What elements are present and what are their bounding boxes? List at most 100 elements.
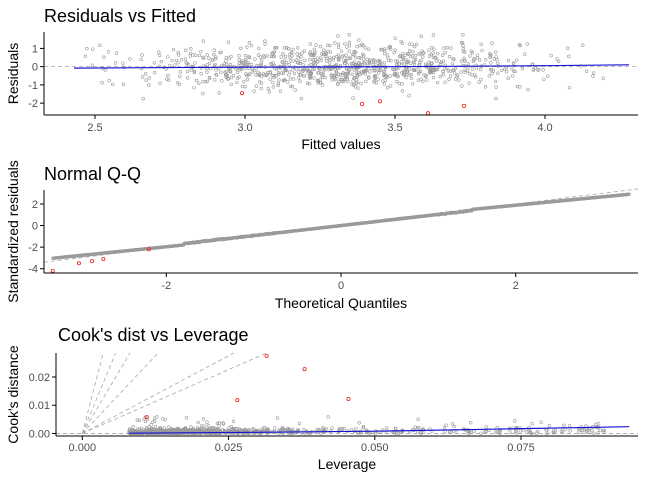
panel-3-point (472, 429, 476, 434)
panel-1-point (435, 80, 440, 85)
panel-3-point (275, 416, 280, 420)
panel-1-point (189, 68, 193, 73)
panel-1-point (402, 62, 407, 66)
panel-1-point (128, 57, 132, 61)
panel-1-point (261, 72, 266, 76)
panel-1-point (288, 77, 293, 81)
panel-1-point (347, 49, 351, 53)
panel-3-point (147, 425, 151, 429)
panel-1-point (434, 67, 438, 72)
panel-1-point (235, 80, 239, 85)
panel-1-point (379, 47, 383, 52)
panel-1-point (312, 67, 317, 72)
panel-1-point (494, 55, 498, 59)
panel-1-point (517, 43, 522, 47)
panel-1-point (347, 44, 352, 48)
panel-1-point (274, 74, 278, 78)
panel-3-point (479, 431, 483, 435)
panel-1-point (371, 60, 376, 65)
panel-1-point (436, 51, 440, 56)
panel-3-point (567, 424, 572, 428)
panel-1-plot-area (44, 33, 638, 115)
panel-3: 0.000 0.025 0.050 0.075 0.00 0.01 0.02 Cook's d… (5, 325, 638, 472)
panel-1-point (219, 70, 223, 74)
panel-1-point (445, 45, 449, 50)
panel-1-point (331, 55, 336, 60)
panel-1-point (345, 45, 349, 49)
panel-1-point (457, 78, 461, 82)
panel-1-point (284, 60, 289, 65)
panel-1-point (242, 80, 246, 84)
panel-1-point (477, 80, 481, 84)
panel-3-point (494, 430, 498, 434)
panel-1-point (306, 71, 310, 76)
panel-1-point (214, 68, 218, 72)
panel-1-point (427, 54, 432, 58)
panel-1-point (300, 51, 304, 55)
panel-3-point (580, 428, 584, 433)
panel-1-point (121, 82, 126, 87)
panel-1-point (397, 62, 401, 66)
panel-1-point (188, 54, 193, 58)
panel-3-point (217, 424, 221, 428)
panel-3-point (584, 430, 589, 434)
panel-3-point (484, 425, 489, 429)
panel-1-point (411, 60, 416, 65)
panel-1-point (494, 50, 498, 54)
panel-3-point (229, 424, 233, 429)
panel-2-point (627, 192, 631, 196)
panel-1-point (489, 61, 493, 65)
panel-3-point (587, 426, 591, 430)
panel-3-point (601, 429, 606, 433)
panel-1-point (213, 57, 218, 61)
panel-1-point (157, 50, 161, 54)
panel-1-point (320, 73, 324, 78)
panel-1-point (328, 61, 332, 65)
panel-1-point (273, 45, 277, 50)
panel-1-point (382, 69, 386, 74)
panel-3-point (127, 427, 132, 431)
panel-1-point (295, 60, 300, 65)
panel-1-point (315, 56, 319, 60)
panel-1-point (259, 86, 263, 91)
panel-1-point (152, 70, 157, 75)
panel-3-point (252, 427, 256, 431)
panel-1-point (205, 70, 209, 74)
panel-1-point (408, 73, 412, 77)
panel-1-point (320, 75, 325, 79)
panel-1-point (518, 43, 522, 48)
panel-1-point (446, 69, 450, 73)
panel-1-point (272, 54, 276, 59)
panel-1-point (276, 83, 280, 88)
panel-1-point (329, 73, 333, 77)
panel-3-outlier-point (235, 398, 240, 403)
panel-3-point (461, 427, 466, 431)
panel-1-point (365, 64, 369, 68)
panel-2-outlier-point (146, 247, 151, 252)
panel-1-point (355, 44, 359, 49)
panel-1-point (499, 68, 504, 73)
panel-1-point (205, 53, 209, 57)
panel-1-point (453, 66, 458, 71)
panel-1-point (358, 43, 362, 48)
panel-3-point (536, 429, 540, 434)
panel-3-point (128, 430, 133, 435)
panel-1-point (354, 81, 359, 85)
panel-1-point (224, 69, 228, 74)
panel-3-point (469, 420, 473, 425)
panel-1-point (427, 48, 431, 52)
panel-1-point (283, 58, 287, 62)
panel-1-point (468, 54, 472, 58)
panel-3-point (419, 431, 423, 436)
panel-1-point (85, 46, 89, 51)
panel-1-point (199, 72, 203, 76)
panel-1-point (475, 56, 480, 60)
panel-1-point (224, 55, 228, 60)
panel-1-point (409, 72, 413, 77)
panel-1-point (356, 70, 361, 75)
panel-3-point (265, 429, 270, 434)
panel-1-point (474, 66, 479, 70)
panel-1-point (364, 79, 368, 84)
panel-1-point (245, 73, 249, 78)
panel-1-point (351, 52, 355, 57)
